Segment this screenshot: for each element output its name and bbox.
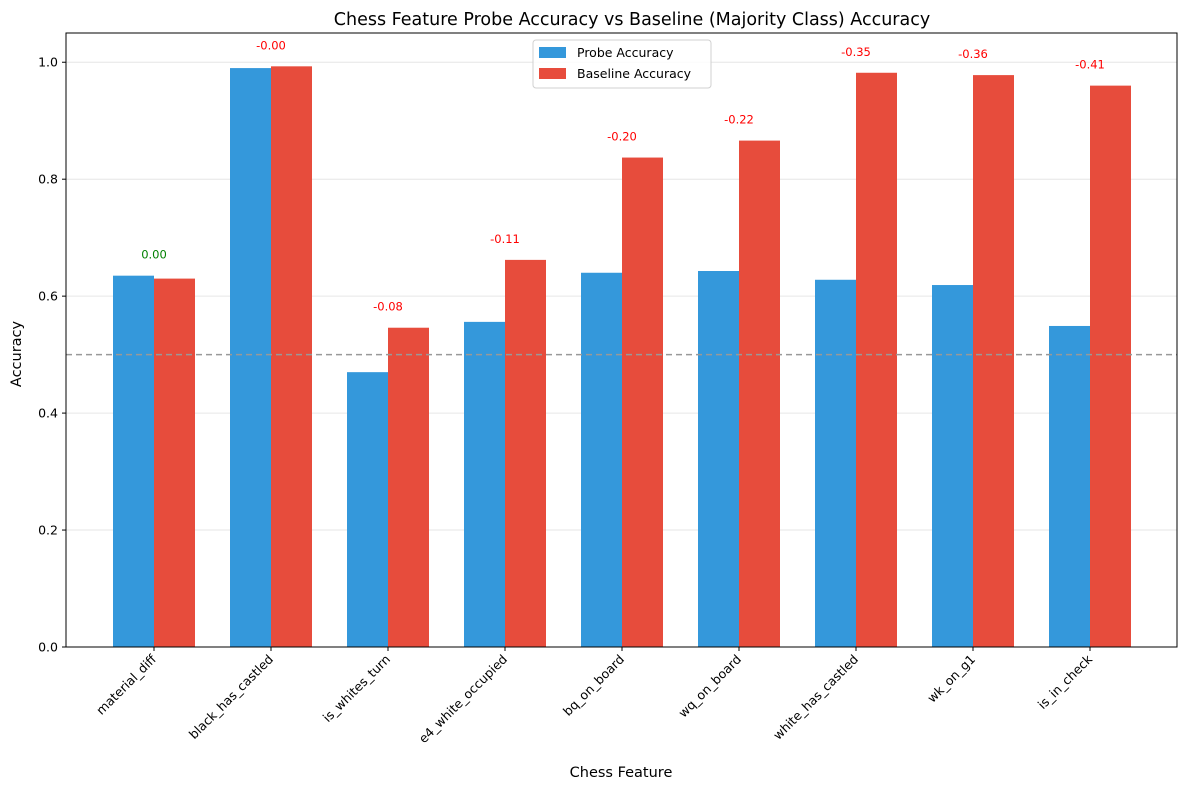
probe-bar [230, 68, 271, 648]
difference-label: -0.08 [373, 300, 403, 314]
x-tick-label: is_whites_turn [320, 652, 393, 725]
difference-label: 0.00 [141, 248, 167, 262]
baseline-bar [154, 278, 195, 647]
baseline-bar [973, 75, 1014, 648]
y-tick-label: 0.6 [38, 289, 58, 304]
legend-swatch [539, 47, 566, 58]
x-tick-label: black_has_castled [186, 652, 276, 742]
legend-box [532, 39, 712, 89]
x-axis-title: Chess Feature [570, 765, 673, 781]
probe-bar [698, 270, 739, 647]
baseline-bar [505, 259, 546, 647]
y-axis-title: Accuracy [9, 320, 25, 387]
difference-label: -0.20 [607, 130, 637, 144]
y-tick-label: 0.4 [38, 406, 58, 421]
difference-label: -0.11 [490, 232, 520, 246]
x-tick-label: material_diff [93, 651, 159, 717]
baseline-bar [271, 66, 312, 648]
probe-bar [932, 285, 973, 647]
x-tick-label: bq_on_board [560, 652, 627, 719]
probe-bar [1049, 325, 1090, 647]
chart-title: Chess Feature Probe Accuracy vs Baseline… [334, 10, 930, 30]
x-tick-label: white_has_castled [770, 652, 861, 743]
baseline-bar [856, 72, 897, 648]
baseline-bar [388, 327, 429, 647]
probe-bar [464, 321, 505, 647]
y-tick-label: 0.8 [38, 172, 58, 187]
x-tick-label: e4_white_occupied [416, 652, 511, 747]
x-axis: material_diff black_has_castled is_whites_… [93, 647, 1096, 746]
difference-label: -0.22 [724, 113, 754, 127]
probe-bar [113, 275, 154, 647]
legend-swatch [539, 68, 566, 79]
y-tick-label: 1.0 [38, 55, 58, 70]
bars [113, 66, 1131, 648]
probe-bar [581, 272, 622, 647]
x-tick-label: wk_on_g1 [924, 652, 978, 706]
difference-label: -0.35 [841, 45, 871, 59]
baseline-bar [622, 157, 663, 647]
difference-label: -0.36 [958, 47, 988, 61]
legend-label: Probe Accuracy [577, 45, 674, 60]
baseline-bar [1090, 85, 1131, 648]
probe-bar [815, 279, 856, 647]
y-axis: 0.0 0.2 0.4 0.6 0.8 1.0 [38, 55, 66, 655]
y-tick-label: 0.2 [38, 523, 58, 538]
x-tick-label: wq_on_board [675, 652, 744, 721]
difference-label: -0.00 [256, 38, 286, 52]
legend-label: Baseline Accuracy [577, 66, 692, 81]
difference-label: -0.41 [1075, 58, 1105, 72]
difference-labels: 0.00 -0.00 -0.08 -0.11 -0.20 -0.22 -0.35 -0.36 -… [141, 38, 1105, 313]
y-tick-label: 0.0 [38, 640, 58, 655]
baseline-bar [739, 140, 780, 647]
legend: Probe Accuracy Baseline Accuracy [532, 39, 712, 89]
x-tick-label: is_in_check [1035, 651, 1096, 712]
probe-bar [347, 372, 388, 647]
